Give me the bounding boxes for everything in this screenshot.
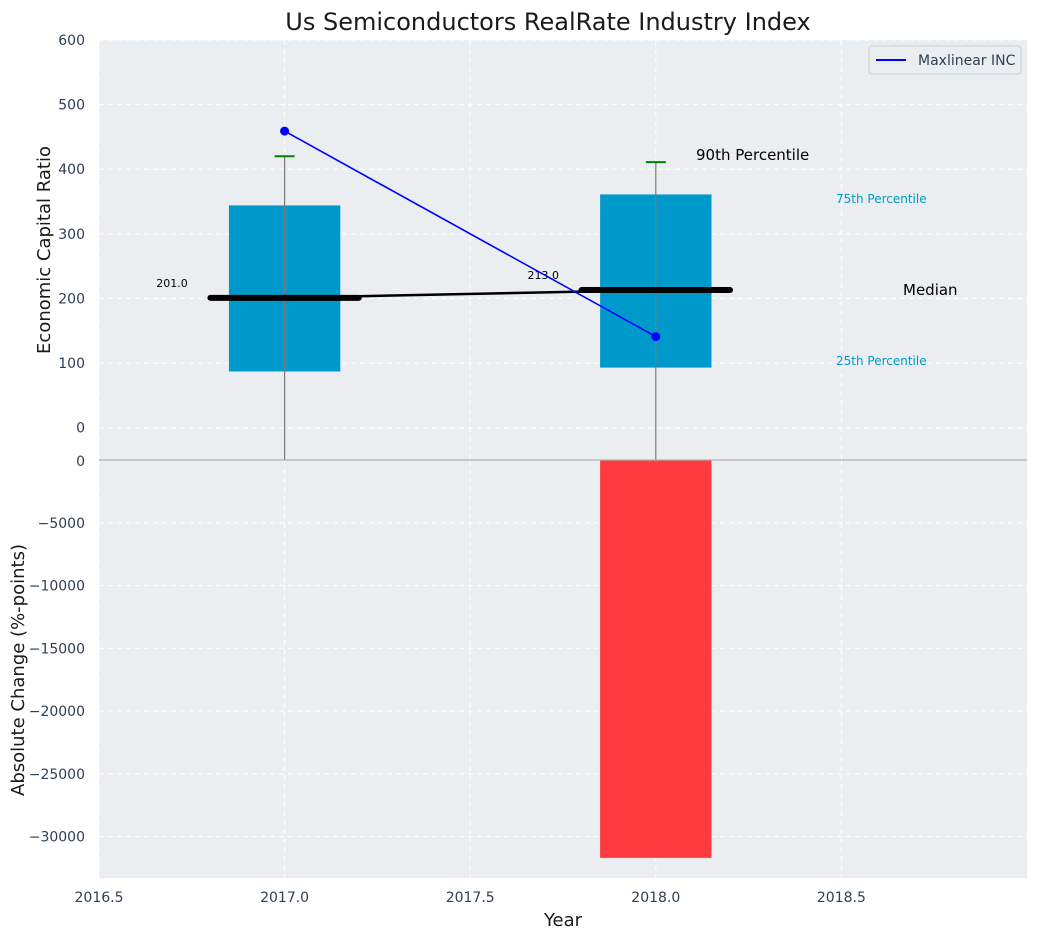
legend: Maxlinear INC <box>868 45 1022 75</box>
top-y-tick-label: 0 <box>76 421 85 437</box>
series-point-maxlinear <box>280 126 290 136</box>
x-tick-labels: 2016.5 2017.0 2017.5 2018.0 2018.5 <box>75 890 866 906</box>
top-y-tick-labels: 0 100 200 300 400 500 600 <box>58 33 85 437</box>
annotation-90th-percentile: 90th Percentile <box>696 146 809 164</box>
top-y-tick-label: 600 <box>58 33 85 49</box>
top-y-tick-label: 400 <box>58 162 85 178</box>
x-axis-label: Year <box>543 910 583 931</box>
x-tick-label: 2017.0 <box>260 890 309 906</box>
bottom-y-tick-label: −20000 <box>29 704 85 720</box>
x-tick-label: 2017.5 <box>446 890 495 906</box>
annotation-75th-percentile: 75th Percentile <box>836 192 927 206</box>
legend-box <box>868 45 1022 75</box>
annotation-median: Median <box>903 281 958 299</box>
bottom-plot-marks <box>600 460 712 858</box>
top-y-tick-label: 500 <box>58 98 85 114</box>
bottom-y-tick-label: −30000 <box>29 830 85 846</box>
top-y-tick-label: 100 <box>58 356 85 372</box>
median-trend-line <box>284 288 656 300</box>
bottom-panel: 0 −5000 −10000 −15000 −20000 −25000 −30000 Abs… <box>8 454 1027 878</box>
bottom-y-tick-labels: 0 −5000 −10000 −15000 −20000 −25000 −30000 <box>29 454 85 846</box>
x-tick-label: 2016.5 <box>75 890 124 906</box>
bottom-y-tick-label: 0 <box>76 454 85 470</box>
bottom-y-tick-label: −25000 <box>29 767 85 783</box>
x-tick-label: 2018.0 <box>631 890 680 906</box>
bottom-y-tick-label: −10000 <box>29 579 85 595</box>
top-y-tick-label: 300 <box>58 227 85 243</box>
bottom-y-tick-label: −5000 <box>38 516 85 532</box>
bottom-plot-area <box>99 460 1027 878</box>
top-y-tick-label: 200 <box>58 291 85 307</box>
chart-title: Us Semiconductors RealRate Industry Inde… <box>285 8 810 36</box>
series-point-maxlinear <box>651 332 661 342</box>
median-value-label: 201.0 <box>156 277 188 290</box>
top-y-axis-label: Economic Capital Ratio <box>34 146 55 354</box>
bottom-y-tick-label: −15000 <box>29 641 85 657</box>
bottom-y-axis-label: Absolute Change (%-points) <box>8 544 29 796</box>
legend-label-maxlinear: Maxlinear INC <box>918 53 1016 69</box>
series-line-maxlinear <box>284 130 657 338</box>
change-bar <box>600 460 712 858</box>
annotation-25th-percentile: 25th Percentile <box>836 354 927 368</box>
x-tick-label: 2018.5 <box>817 890 866 906</box>
